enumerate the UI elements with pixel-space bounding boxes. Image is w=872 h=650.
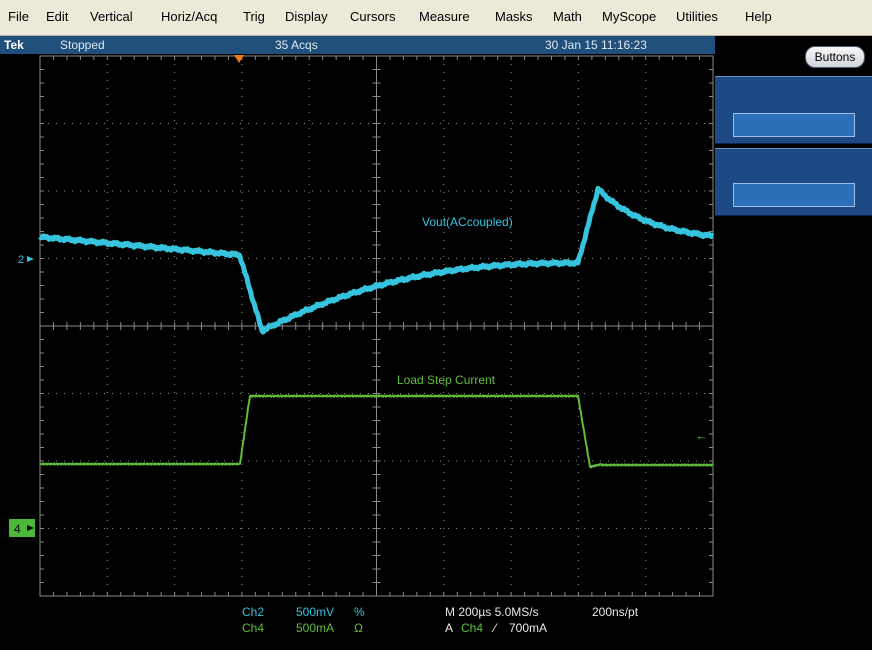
trigger-source[interactable]: Ch4 xyxy=(461,621,484,635)
ch4-name[interactable]: Ch4 xyxy=(242,621,265,635)
ch2-annotation: Vout(ACcoupled) xyxy=(422,215,513,229)
ch4-ground-marker-box[interactable] xyxy=(9,519,35,537)
ch4-ground-arrow xyxy=(27,525,34,531)
menu-utilities[interactable]: Utilities xyxy=(676,9,718,24)
trigger-level[interactable]: 700mA xyxy=(509,621,548,635)
menu-measure[interactable]: Measure xyxy=(419,9,470,24)
ch2-waveform xyxy=(38,185,715,335)
menu-masks[interactable]: Masks xyxy=(495,9,533,24)
ch4-annotation: Load Step Current xyxy=(397,373,496,387)
run-state: Stopped xyxy=(60,38,105,52)
trigger-position-marker xyxy=(234,55,244,63)
ch4-ground-marker: 4 xyxy=(14,522,21,536)
timestamp: 30 Jan 15 11:16:23 xyxy=(545,38,647,52)
menu-cursors[interactable]: Cursors xyxy=(350,9,396,24)
trigger-level-marker: ← xyxy=(695,428,708,443)
side-control-1-field[interactable] xyxy=(733,113,855,137)
buttons-button[interactable]: Buttons xyxy=(805,46,865,68)
waveform-display[interactable]: 2 4 ← Vout(ACcoupled) Load Step Current xyxy=(0,54,715,600)
ch4-waveform xyxy=(39,394,714,469)
side-panel: Buttons xyxy=(715,36,872,650)
menu-trig[interactable]: Trig xyxy=(243,9,265,24)
trigger-prefix: A xyxy=(445,621,454,635)
ch4-scale[interactable]: 500mA xyxy=(296,621,335,635)
menu-math[interactable]: Math xyxy=(553,9,582,24)
menu-myscope[interactable]: MyScope xyxy=(602,9,657,24)
ch4-coupling: Ω xyxy=(354,621,363,635)
ch2-coupling: % xyxy=(354,605,365,619)
menu-display[interactable]: Display xyxy=(285,9,328,24)
readout-panel: Ch2 500mV % Ch4 500mA Ω M 200µs 5.0MS/s … xyxy=(0,600,715,650)
status-bar: Tek Stopped 35 Acqs 30 Jan 15 11:16:23 xyxy=(0,36,715,54)
menu-help[interactable]: Help xyxy=(745,9,772,24)
ch2-ground-arrow xyxy=(27,256,34,262)
side-control-1[interactable] xyxy=(715,76,872,144)
brand-label: Tek xyxy=(4,38,24,52)
menu-edit[interactable]: Edit xyxy=(46,9,69,24)
side-control-2[interactable] xyxy=(715,148,872,216)
graticule xyxy=(39,55,714,597)
ch2-ground-marker: 2 xyxy=(18,254,24,266)
trigger-slope-icon: ⁄ xyxy=(494,621,497,635)
acquisition-count: 35 Acqs xyxy=(275,38,318,52)
ch2-name[interactable]: Ch2 xyxy=(242,605,265,619)
menu-horiz-acq[interactable]: Horiz/Acq xyxy=(161,9,218,24)
resolution-readout: 200ns/pt xyxy=(592,605,639,619)
menu-bar: File Edit Vertical Horiz/Acq Trig Displa… xyxy=(0,0,872,36)
menu-file[interactable]: File xyxy=(8,9,29,24)
menu-vertical[interactable]: Vertical xyxy=(90,9,133,24)
horizontal-readout[interactable]: M 200µs 5.0MS/s xyxy=(445,605,539,619)
ch2-scale[interactable]: 500mV xyxy=(296,605,335,619)
side-control-2-field[interactable] xyxy=(733,183,855,207)
